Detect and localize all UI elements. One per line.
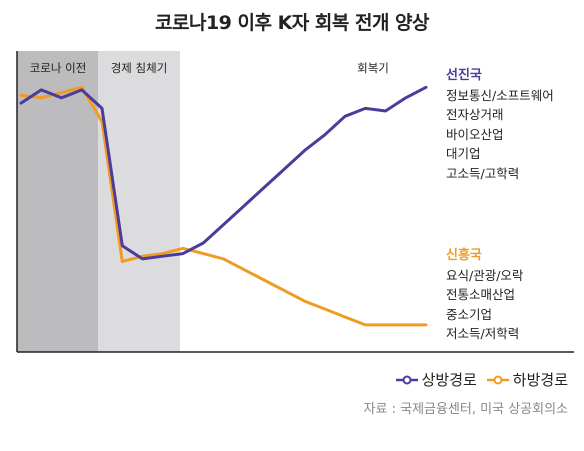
group-heading: 신흥국 — [446, 248, 482, 263]
axes — [16, 51, 574, 353]
phase-band-1 — [17, 51, 98, 352]
phase-backgrounds — [17, 51, 574, 352]
phase-label-2: 경제 침체기 — [111, 61, 168, 75]
legend-up-label: 상방경로 — [421, 371, 477, 389]
group-item: 고소득/고학력 — [446, 165, 520, 181]
group-item: 요식/관광/오락 — [446, 267, 524, 283]
legend-down-label: 하방경로 — [512, 371, 568, 389]
group-heading: 선진국 — [446, 68, 482, 83]
legend-item-down: 하방경로 — [486, 369, 568, 390]
phase-label-3: 회복기 — [357, 61, 389, 75]
legend: 상방경로 하방경로 — [395, 369, 568, 390]
legend-down-icon — [486, 375, 509, 384]
legend-item-up: 상방경로 — [395, 369, 477, 390]
series-lines — [19, 85, 428, 327]
group-item: 대기업 — [446, 146, 481, 161]
chart-title: 코로나19 이후 K자 회복 전개 양상 — [155, 12, 430, 34]
group-item: 전자상거래 — [446, 107, 504, 122]
legend-up-icon — [395, 375, 418, 384]
phase-band-2 — [98, 51, 180, 352]
phase-labels: 코로나 이전 경제 침체기 회복기 — [30, 61, 389, 75]
series-line-up — [19, 85, 428, 261]
phase-label-1: 코로나 이전 — [30, 61, 87, 75]
series-line-down — [19, 85, 428, 327]
group-item: 전통소매산업 — [446, 287, 516, 302]
source-note: 자료 : 국제금융센터, 미국 상공회의소 — [363, 402, 568, 417]
group-item: 정보통신/소프트웨어 — [446, 87, 554, 103]
group-item: 중소기업 — [446, 306, 493, 322]
group-item: 바이오산업 — [446, 126, 504, 142]
phase-band-3 — [180, 51, 574, 352]
group-item: 저소득/저학력 — [446, 326, 520, 341]
